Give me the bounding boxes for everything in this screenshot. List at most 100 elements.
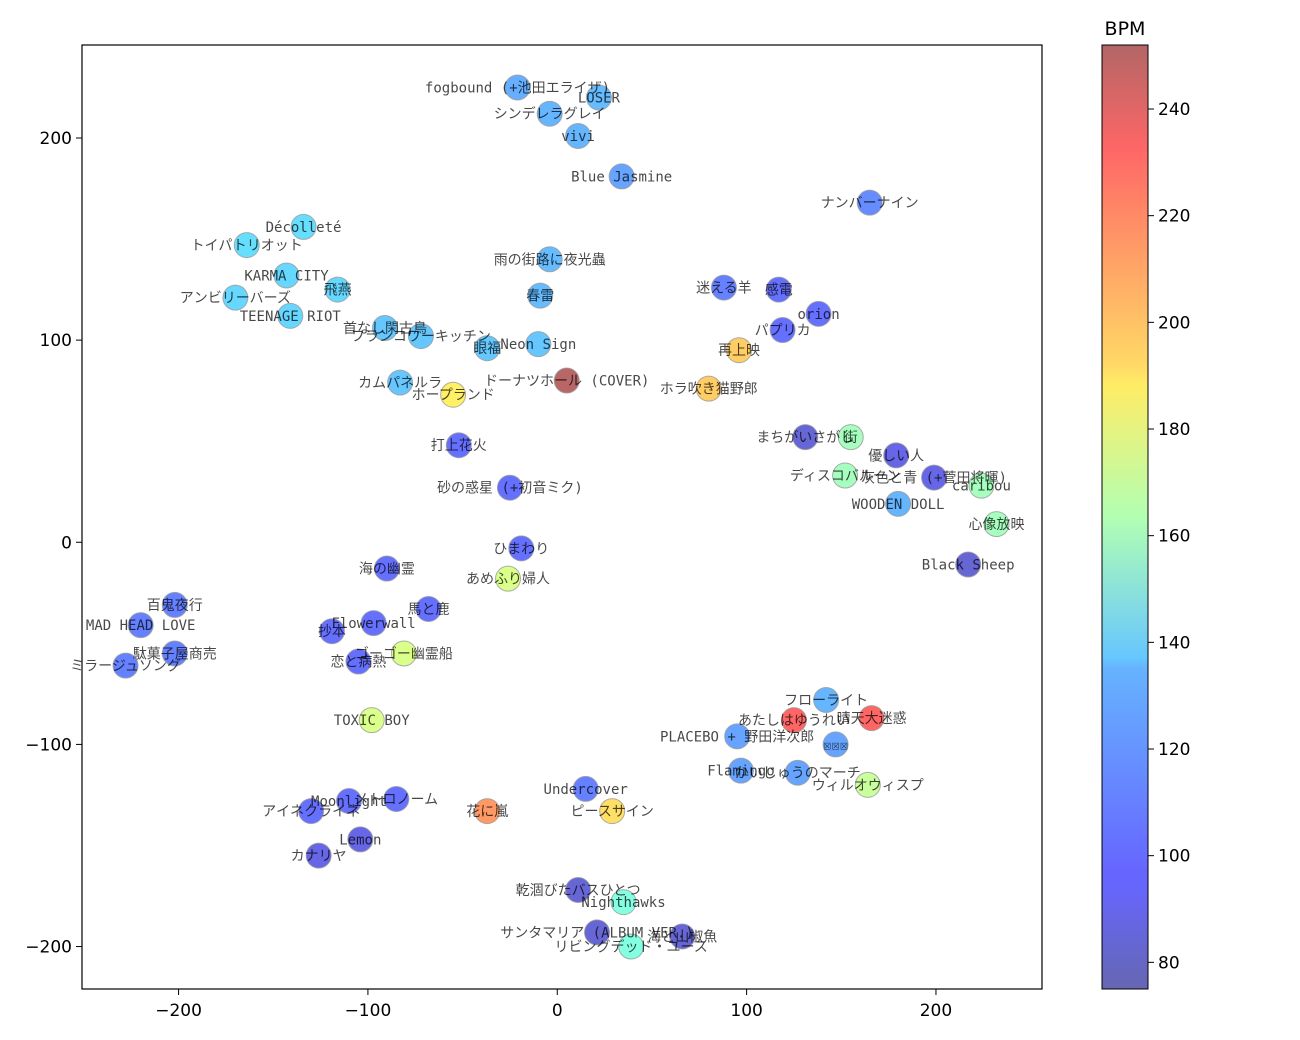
data-point (822, 731, 849, 758)
point-label: 恋と病熱 (330, 654, 386, 671)
plot-background (82, 45, 1042, 989)
data-point (572, 775, 599, 802)
point-label: 街 (844, 430, 858, 446)
point-label: 晴天大迷惑 (837, 711, 907, 727)
data-point (347, 826, 374, 853)
point-label: 眼福 (473, 341, 501, 357)
data-point (695, 375, 722, 402)
point-label: カナリヤ (291, 849, 347, 865)
x-axis: −200 −100 0 100 200 (155, 989, 952, 1021)
point-label: フランコワーキッチン (351, 329, 491, 345)
points-layer (112, 74, 1010, 960)
data-point (474, 335, 501, 362)
data-point (765, 276, 792, 303)
point-label: ウィルオウィスプ (812, 778, 924, 794)
point-label: ひまわり (493, 541, 549, 557)
data-point (360, 610, 387, 637)
point-label: Décolleté (266, 220, 342, 236)
point-label: caribou (952, 479, 1011, 495)
data-point (318, 618, 345, 645)
point-label: 海の幽霊 (359, 562, 415, 578)
point-label: シンデレラグレイ (494, 106, 606, 123)
data-point (474, 798, 501, 825)
point-label: 雨の街路に夜光蟲 (494, 252, 606, 268)
data-point (440, 381, 467, 408)
data-point (222, 284, 249, 311)
point-label: 春雷 (526, 289, 554, 305)
data-point (324, 276, 351, 303)
colorbar-title: BPM (1105, 18, 1146, 40)
point-label: まちがいさがし (756, 430, 854, 446)
data-point (273, 262, 300, 289)
data-point (127, 612, 154, 639)
data-point (233, 232, 260, 259)
data-point (305, 842, 332, 869)
y-tick-label: −100 (25, 735, 72, 755)
colorbar-tick-label: 220 (1158, 207, 1190, 227)
data-point (161, 640, 188, 667)
colorbar-tick-label: 140 (1158, 633, 1190, 653)
data-point (856, 189, 883, 216)
data-point (780, 707, 807, 734)
data-point (415, 595, 442, 622)
point-label: アンビリーバーズ (180, 291, 291, 307)
point-label: 乾涸びたバスひとつ (516, 883, 641, 899)
point-label: MAD HEAD LOVE (86, 618, 196, 634)
point-label: Flowerwall (331, 616, 415, 632)
point-label: メトロノーム (355, 792, 439, 808)
data-point (371, 314, 398, 341)
point-label: Neon Sign (500, 337, 576, 353)
data-point (968, 472, 995, 499)
data-point (407, 323, 434, 350)
point-label: ピースサイン (571, 804, 654, 820)
colorbar-tick-label: 200 (1158, 313, 1190, 333)
data-point (955, 551, 982, 578)
point-label: fogbound (+池田エライザ) (425, 80, 610, 96)
data-point (805, 300, 832, 327)
data-point (508, 535, 535, 562)
data-point (618, 933, 645, 960)
data-point (724, 723, 751, 750)
data-point (345, 648, 372, 675)
point-label: ディスコバルーン (790, 468, 900, 485)
data-point (527, 282, 554, 309)
data-point (277, 302, 304, 329)
data-point (832, 462, 859, 489)
point-label: PLACEBO + 野田洋次郎 (660, 729, 814, 745)
data-point (161, 591, 188, 618)
data-point (495, 565, 522, 592)
point-label: KARMA CITY (244, 268, 329, 284)
point-label: LOSER (578, 91, 621, 107)
data-point (584, 919, 611, 946)
x-tick-label: 0 (552, 1001, 563, 1021)
colorbar-gradient (1102, 45, 1148, 989)
data-point (883, 442, 910, 469)
data-point (921, 464, 948, 491)
point-label: Lemon (339, 832, 381, 848)
data-point (290, 213, 317, 240)
colorbar-ticks: 80 100 120 140 160 180 200 220 240 (1148, 100, 1190, 973)
point-label: vivi (561, 129, 595, 145)
data-point (553, 367, 580, 394)
data-point (390, 640, 417, 667)
point-label: ミラージュソング (70, 659, 181, 675)
data-point (335, 788, 362, 815)
point-label: ナンバーナイン (821, 196, 919, 212)
point-label: 花に嵐 (466, 804, 508, 820)
point-label: 感電 (765, 282, 793, 299)
point-label: ホープランド (412, 388, 495, 404)
x-tick-label: −200 (155, 1001, 202, 1021)
point-label: Undercover (544, 782, 628, 798)
point-label: 優しい人 (868, 448, 924, 464)
point-label: かいじゅうのマーチ (735, 766, 861, 782)
y-axis: −200 −100 0 100 200 (25, 129, 82, 958)
y-tick-label: −200 (25, 938, 72, 958)
data-point (669, 923, 696, 950)
data-point (565, 122, 592, 149)
x-tick-label: 100 (730, 1001, 762, 1021)
data-point (710, 274, 737, 301)
data-point (496, 474, 523, 501)
point-label: ☒☒☒ (823, 737, 848, 753)
point-label: 百鬼夜行 (147, 598, 203, 614)
point-label: あたしはゆうれい (738, 713, 850, 729)
